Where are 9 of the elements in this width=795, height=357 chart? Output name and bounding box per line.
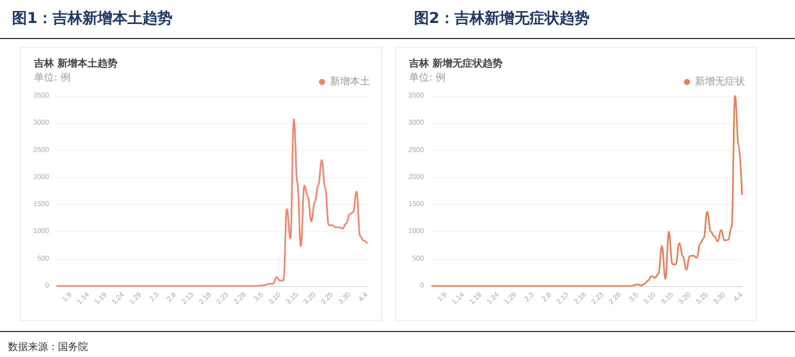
- chart-title: 图2：吉林新增无症状趋势: [414, 9, 590, 28]
- y-axis-title: 单位: 例: [409, 72, 446, 84]
- chart-title: 图1：吉林新增本土趋势: [12, 9, 172, 28]
- chart-subtitle: 吉林 新增本土趋势: [33, 58, 118, 70]
- legend-label: 新增本土: [330, 76, 370, 88]
- y-axis-title: 单位: 例: [34, 72, 71, 84]
- chart-subtitle: 吉林 新增无症状趋势: [408, 58, 502, 70]
- source-note: 数据来源：国务院: [8, 340, 88, 354]
- legend-label: 新增无症状: [695, 76, 745, 88]
